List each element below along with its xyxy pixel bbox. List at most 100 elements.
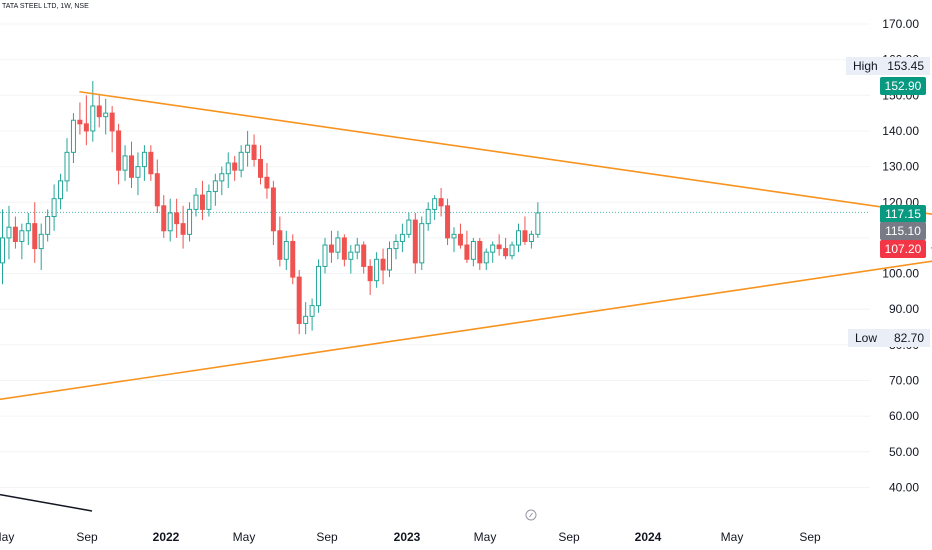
candle-75[interactable]	[483, 248, 489, 270]
candle-80[interactable]	[516, 223, 521, 253]
candle-28[interactable]	[180, 205, 186, 249]
candle-25[interactable]	[161, 195, 167, 238]
candle-16[interactable]	[103, 98, 109, 135]
candle-74[interactable]	[477, 237, 483, 270]
candle-32[interactable]	[206, 184, 212, 217]
time-axis[interactable]: May Sep 2022 May Sep 2023 May Sep 2024 May Sep	[0, 530, 821, 544]
trendline-1[interactable]	[0, 177, 932, 402]
candle-69[interactable]	[445, 198, 451, 246]
candle-27[interactable]	[174, 198, 180, 238]
candle-82[interactable]	[528, 230, 534, 249]
candle-48[interactable]	[309, 298, 315, 331]
candle-6[interactable]	[38, 223, 44, 270]
candle-37[interactable]	[238, 145, 244, 178]
candle-63[interactable]	[406, 212, 412, 238]
candle-47[interactable]	[303, 302, 309, 335]
candle-21[interactable]	[135, 152, 141, 196]
candle-26[interactable]	[167, 198, 173, 242]
candle-57[interactable]	[367, 259, 373, 295]
candle-58[interactable]	[374, 252, 380, 288]
candle-41[interactable]	[264, 163, 270, 199]
session-icon[interactable]	[525, 509, 537, 521]
candle-3[interactable]	[19, 223, 25, 260]
time-tick-label-2: 2022	[153, 530, 180, 544]
candle-68[interactable]	[438, 187, 444, 217]
candle-40[interactable]	[258, 145, 263, 185]
candle-59[interactable]	[380, 248, 386, 285]
candle-body-8	[51, 198, 57, 218]
candle-73[interactable]	[470, 237, 476, 267]
candle-23[interactable]	[148, 145, 154, 181]
candle-19[interactable]	[122, 145, 128, 181]
candle-52[interactable]	[335, 230, 341, 260]
candle-53[interactable]	[341, 234, 347, 267]
candle-22[interactable]	[141, 145, 147, 181]
candle-35[interactable]	[225, 152, 231, 188]
candle-81[interactable]	[522, 216, 528, 246]
candle-55[interactable]	[354, 237, 360, 260]
candle-body-27	[174, 212, 180, 225]
candle-71[interactable]	[457, 223, 463, 249]
candle-14[interactable]	[90, 81, 96, 142]
trendline-0[interactable]	[79, 90, 932, 281]
candle-7[interactable]	[45, 209, 51, 242]
candle-78[interactable]	[503, 237, 509, 260]
candle-17[interactable]	[109, 105, 115, 153]
candle-62[interactable]	[399, 223, 405, 253]
candle-45[interactable]	[290, 234, 296, 285]
candle-body-11	[70, 119, 76, 153]
candle-43[interactable]	[277, 216, 283, 267]
candle-54[interactable]	[348, 245, 354, 274]
candle-29[interactable]	[187, 202, 193, 242]
candle-13[interactable]	[83, 95, 89, 146]
candle-66[interactable]	[425, 202, 431, 231]
candle-2[interactable]	[12, 216, 18, 249]
candle-77[interactable]	[496, 234, 502, 256]
candle-15[interactable]	[96, 95, 102, 128]
candle-34[interactable]	[219, 166, 225, 196]
candle-12[interactable]	[77, 102, 83, 135]
candle-1[interactable]	[6, 205, 12, 260]
candle-33[interactable]	[212, 173, 218, 206]
candle-8[interactable]	[51, 184, 57, 231]
candle-30[interactable]	[193, 187, 199, 217]
candle-44[interactable]	[283, 230, 289, 270]
candle-60[interactable]	[387, 241, 392, 278]
candle-51[interactable]	[328, 230, 334, 263]
candle-72[interactable]	[464, 230, 470, 263]
candle-65[interactable]	[419, 216, 425, 270]
candle-31[interactable]	[199, 180, 205, 221]
candle-4[interactable]	[25, 212, 31, 246]
candle-36[interactable]	[232, 155, 238, 181]
candle-0[interactable]	[0, 209, 5, 285]
candle-11[interactable]	[70, 113, 76, 164]
candle-body-26	[167, 212, 173, 232]
candle-24[interactable]	[154, 159, 160, 213]
candle-body-78	[503, 248, 509, 257]
candle-49[interactable]	[316, 259, 322, 313]
candle-body-12	[77, 119, 83, 125]
candlestick-series[interactable]	[0, 81, 541, 335]
candle-5[interactable]	[32, 202, 38, 263]
low-value: 82.70	[893, 331, 924, 345]
candle-42[interactable]	[270, 180, 276, 246]
candle-67[interactable]	[432, 195, 438, 221]
candle-body-38	[245, 144, 251, 153]
candle-83[interactable]	[535, 202, 541, 238]
candle-18[interactable]	[116, 123, 122, 185]
trendlines[interactable]	[0, 90, 932, 402]
candle-38[interactable]	[245, 130, 251, 167]
candle-70[interactable]	[451, 227, 457, 253]
candle-64[interactable]	[412, 212, 418, 274]
candle-56[interactable]	[361, 241, 367, 274]
candle-39[interactable]	[251, 134, 257, 167]
candle-79[interactable]	[509, 241, 515, 260]
candle-61[interactable]	[393, 234, 399, 260]
candle-50[interactable]	[322, 237, 328, 274]
candle-10[interactable]	[64, 138, 70, 192]
candle-20[interactable]	[129, 141, 134, 188]
candle-9[interactable]	[58, 173, 64, 210]
candle-76[interactable]	[490, 241, 496, 263]
candle-46[interactable]	[296, 269, 302, 335]
